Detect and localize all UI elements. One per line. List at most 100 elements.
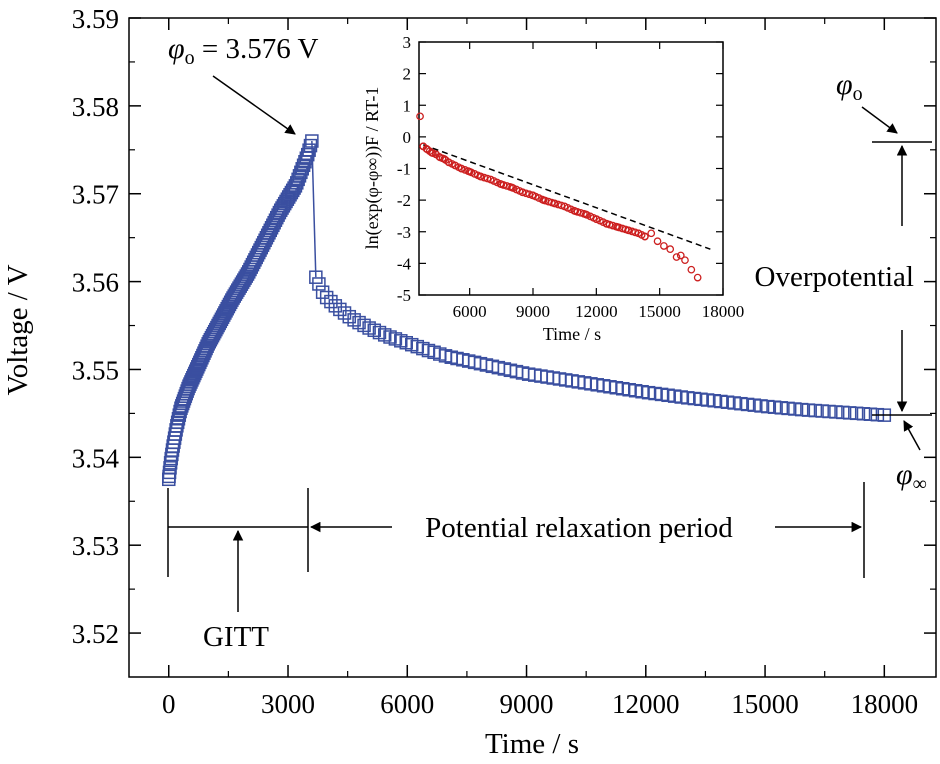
data-point-square [291,172,305,187]
y-tick-label: 3.55 [72,355,119,385]
main-plot-frame [128,17,937,678]
inset-data-point [613,223,622,231]
inset-x-tick-label: 15000 [638,302,681,321]
inset-data-point [436,153,444,162]
inset-data-point [647,229,656,238]
y-tick-label: 3.54 [72,443,120,473]
data-point-square [367,323,382,338]
inset-x-tick-label: 18000 [702,302,745,321]
x-tick-label: 18000 [851,689,919,719]
inset-data-point [416,112,424,121]
data-point-square [849,406,864,421]
data-point-square [822,404,836,419]
inset-data-point [444,158,453,167]
inset-y-tick-label: -1 [397,160,411,179]
data-point-square [794,402,809,417]
x-tick-label: 3000 [261,689,315,719]
inset-data-point [560,202,569,211]
inset-y-tick-label: 0 [403,128,412,147]
inset-data-point [451,161,459,170]
data-point-square [829,405,843,419]
x-tick-label: 15000 [731,689,799,719]
data-point-square [300,147,315,162]
inset-data-point [660,242,668,250]
inset-data-point [672,253,681,261]
data-point-square [171,412,186,426]
data-point-square [169,423,183,437]
inset-data-point [557,201,566,210]
inset-data-point [631,228,640,237]
data-point-square [303,138,318,153]
inset-data-point [687,265,696,274]
data-point-square [761,399,775,414]
data-point-square [337,306,352,320]
y-tick-label: 3.59 [72,4,119,34]
phi-o-value-label: φo = 3.576 V [168,32,318,69]
inset-data-point [592,215,601,223]
inset-data-point [676,251,685,260]
main-y-axis-title: Voltage / V [2,264,34,395]
inset-data-point [634,229,643,238]
inset-data-point [508,183,516,192]
data-point-square [333,302,347,317]
data-point-square [836,405,850,420]
y-tick-label: 3.58 [72,92,119,122]
phi-o-right-label: φo [836,68,863,105]
data-point-square [319,290,334,305]
data-point-square [801,403,816,417]
y-tick-label: 3.53 [72,531,119,561]
inset-data-point [529,191,537,200]
main-x-axis-title: Time / s [485,728,579,760]
y-tick-label: 3.57 [72,180,119,210]
data-point-square [162,472,176,487]
inset-data-point [653,237,662,246]
inset-data-point [457,164,466,173]
inset-data-point [483,174,492,183]
inset-y-tick-label: -2 [397,191,411,210]
data-point-square [292,169,307,183]
data-point-square [162,469,176,484]
inset-data-point [666,245,675,253]
phi-o-arrow [212,75,296,135]
data-point-square [328,299,343,313]
main-axis-ticks: 0 3000 6000 9000 12000 15000 18000 3.52 3.53 3.54… [72,4,936,719]
inset-data-point [497,180,506,189]
inset-data-point [518,188,527,197]
inset-y-tick-label: -4 [397,254,412,273]
y-tick-label: 3.52 [72,619,119,649]
gitt-label: GITT [203,621,269,653]
data-point-square [863,407,878,421]
phi-inf-arrow [903,420,921,451]
x-tick-label: 12000 [612,689,680,719]
inset-data-point [624,226,632,235]
inset-data-point [603,219,611,228]
inset-x-axis-title: Time / s [543,324,601,344]
data-point-square [842,406,857,420]
data-point-square [295,162,309,176]
data-point-square [357,318,371,333]
inset-y-tick-label: -3 [397,223,411,242]
inset-data-point [486,175,495,184]
x-tick-label: 9000 [500,689,554,719]
data-point-square [856,407,871,421]
overpotential-label: Overpotential [755,261,914,293]
inset-x-tick-label: 6000 [453,302,487,321]
inset-data-points [416,112,702,282]
inset-data-point [693,273,702,282]
inset-data-point [550,199,558,208]
data-point-square [312,277,326,291]
inset-y-tick-label: 1 [403,96,412,115]
data-point-square [815,404,829,418]
data-point-square [767,400,782,414]
data-point-square [296,158,311,173]
inset-x-tick-label: 9000 [516,302,550,321]
inset-data-point [681,256,689,265]
inset-y-axis-title: ln(exp(φ-φ∞))F / RT-1 [362,87,383,250]
data-point-square [774,401,789,415]
inset-data-point [571,207,580,216]
data-point-square [302,143,316,157]
inset-x-tick-label: 12000 [575,302,618,321]
data-point-square [170,419,184,433]
inset-y-tick-label: -5 [397,286,411,305]
data-point-square [170,415,185,430]
